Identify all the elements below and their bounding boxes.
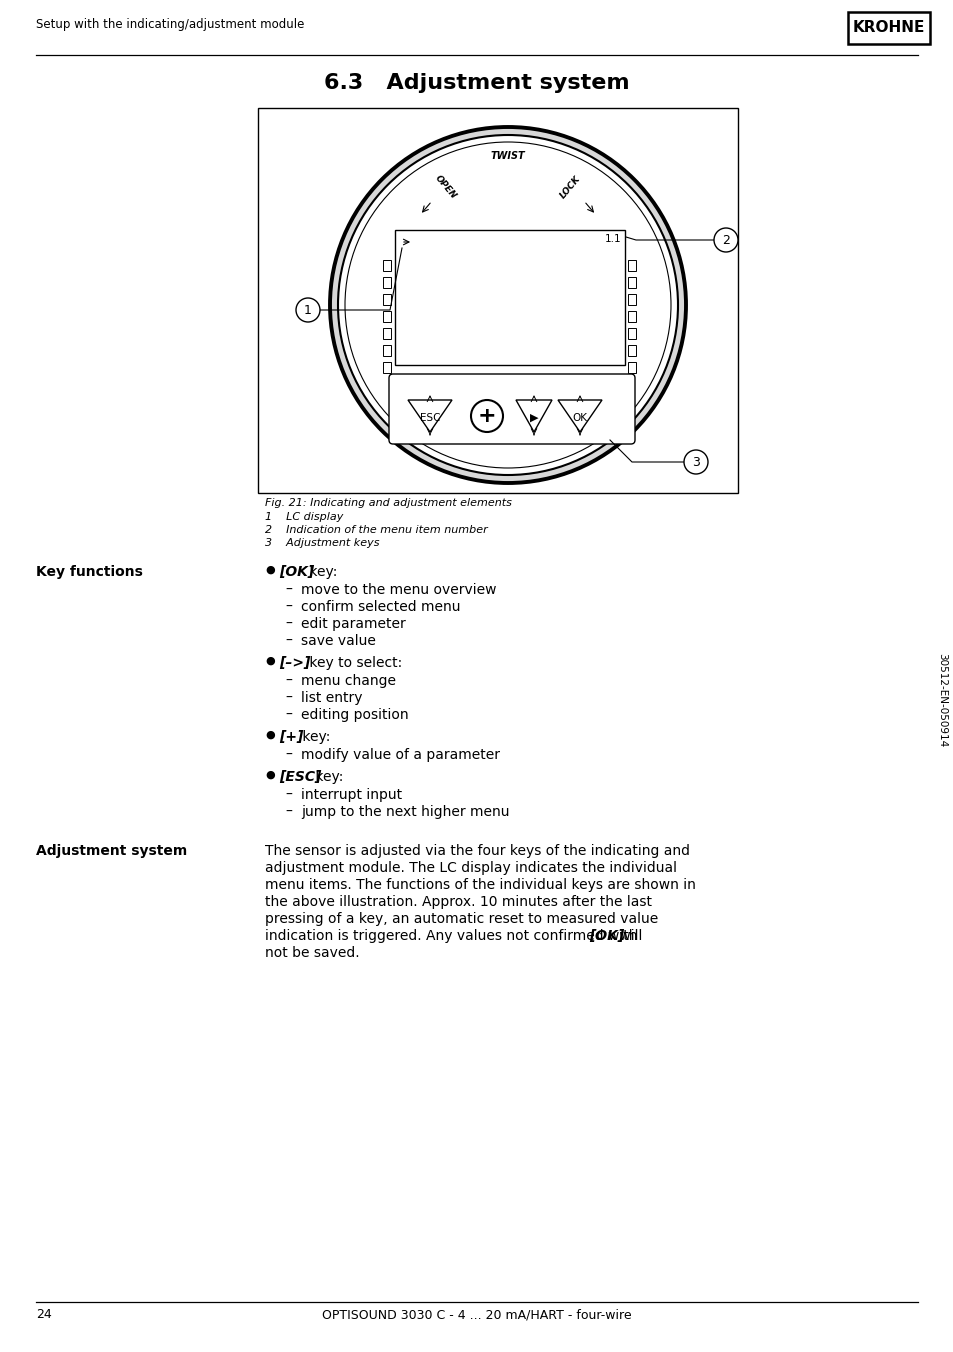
Bar (627, 277, 636, 288)
Circle shape (713, 228, 738, 251)
Bar (382, 311, 391, 322)
Text: key:: key: (298, 730, 331, 744)
Text: 1    LC display: 1 LC display (265, 512, 343, 522)
Text: 2    Indication of the menu item number: 2 Indication of the menu item number (265, 525, 487, 535)
Text: not be saved.: not be saved. (265, 946, 359, 960)
Text: confirm selected menu: confirm selected menu (301, 600, 460, 614)
Text: ESC: ESC (419, 412, 439, 423)
Text: modify value of a parameter: modify value of a parameter (301, 748, 499, 763)
Text: 30512-EN-050914: 30512-EN-050914 (936, 653, 946, 748)
Text: +: + (477, 406, 496, 426)
Bar (847, 12, 929, 45)
Text: Key functions: Key functions (36, 565, 143, 579)
Text: OK: OK (572, 412, 587, 423)
Text: [+]: [+] (278, 730, 303, 744)
Text: –: – (285, 600, 292, 614)
Text: pressing of a key, an automatic reset to measured value: pressing of a key, an automatic reset to… (265, 913, 658, 926)
Text: Fig. 21: Indicating and adjustment elements: Fig. 21: Indicating and adjustment eleme… (265, 498, 512, 508)
Text: 24: 24 (36, 1307, 51, 1321)
Text: 1.1: 1.1 (604, 234, 620, 243)
Text: will: will (615, 929, 642, 942)
Text: key to select:: key to select: (305, 656, 402, 671)
Bar (382, 293, 391, 306)
Text: –: – (285, 617, 292, 631)
Text: OPTISOUND 3030 C - 4 ... 20 mA/HART - four-wire: OPTISOUND 3030 C - 4 ... 20 mA/HART - fo… (322, 1307, 631, 1321)
Text: [OK]: [OK] (278, 565, 314, 579)
Text: Adjustment system: Adjustment system (36, 844, 187, 859)
Text: 3: 3 (691, 456, 700, 469)
Bar (627, 311, 636, 322)
Bar (627, 362, 636, 373)
Bar (627, 293, 636, 306)
Circle shape (471, 400, 502, 433)
Text: 3    Adjustment keys: 3 Adjustment keys (265, 538, 379, 548)
Text: adjustment module. The LC display indicates the individual: adjustment module. The LC display indica… (265, 861, 677, 875)
Bar (257, 108, 738, 493)
Text: LOCK: LOCK (558, 174, 581, 200)
Text: [OK]: [OK] (589, 929, 624, 942)
Text: 1: 1 (304, 303, 312, 316)
Text: 2: 2 (721, 234, 729, 246)
Text: –: – (285, 804, 292, 819)
Text: menu items. The functions of the individual keys are shown in: menu items. The functions of the individ… (265, 877, 695, 892)
Text: –: – (285, 691, 292, 704)
Text: editing position: editing position (301, 708, 408, 722)
Bar (382, 277, 391, 288)
Text: KROHNE: KROHNE (852, 20, 924, 35)
Circle shape (295, 297, 319, 322)
Circle shape (330, 127, 685, 483)
Circle shape (345, 142, 670, 468)
Polygon shape (516, 400, 552, 433)
Circle shape (337, 135, 678, 475)
Bar (382, 260, 391, 270)
Bar (382, 345, 391, 356)
Text: The sensor is adjusted via the four keys of the indicating and: The sensor is adjusted via the four keys… (265, 844, 689, 859)
Bar (382, 329, 391, 339)
Text: key:: key: (312, 771, 343, 784)
Text: TWIST: TWIST (490, 151, 525, 161)
Text: ●: ● (265, 565, 274, 575)
Text: ▶: ▶ (529, 412, 537, 423)
Text: ●: ● (265, 656, 274, 667)
Text: –: – (285, 634, 292, 648)
Text: OPEN: OPEN (434, 173, 458, 200)
Text: interrupt input: interrupt input (301, 788, 402, 802)
Circle shape (683, 450, 707, 475)
Bar (382, 362, 391, 373)
Text: key:: key: (305, 565, 337, 579)
Polygon shape (558, 400, 601, 433)
Text: ●: ● (265, 730, 274, 740)
Text: ●: ● (265, 771, 274, 780)
Text: [–>]: [–>] (278, 656, 310, 671)
Text: –: – (285, 748, 292, 763)
Text: –: – (285, 708, 292, 722)
Text: menu change: menu change (301, 675, 395, 688)
Bar (627, 260, 636, 270)
Text: list entry: list entry (301, 691, 362, 704)
Bar (627, 345, 636, 356)
Text: Setup with the indicating/adjustment module: Setup with the indicating/adjustment mod… (36, 18, 304, 31)
Text: indication is triggered. Any values not confirmed with: indication is triggered. Any values not … (265, 929, 641, 942)
Polygon shape (408, 400, 452, 433)
FancyBboxPatch shape (389, 375, 635, 443)
Text: [ESC]: [ESC] (278, 771, 321, 784)
Text: jump to the next higher menu: jump to the next higher menu (301, 804, 509, 819)
Text: 6.3   Adjustment system: 6.3 Adjustment system (324, 73, 629, 93)
Text: move to the menu overview: move to the menu overview (301, 583, 496, 598)
Text: –: – (285, 583, 292, 598)
Bar (395, 230, 624, 365)
Text: –: – (285, 788, 292, 802)
Text: –: – (285, 675, 292, 688)
Text: save value: save value (301, 634, 375, 648)
Bar (627, 329, 636, 339)
Text: edit parameter: edit parameter (301, 617, 405, 631)
Text: the above illustration. Approx. 10 minutes after the last: the above illustration. Approx. 10 minut… (265, 895, 651, 909)
